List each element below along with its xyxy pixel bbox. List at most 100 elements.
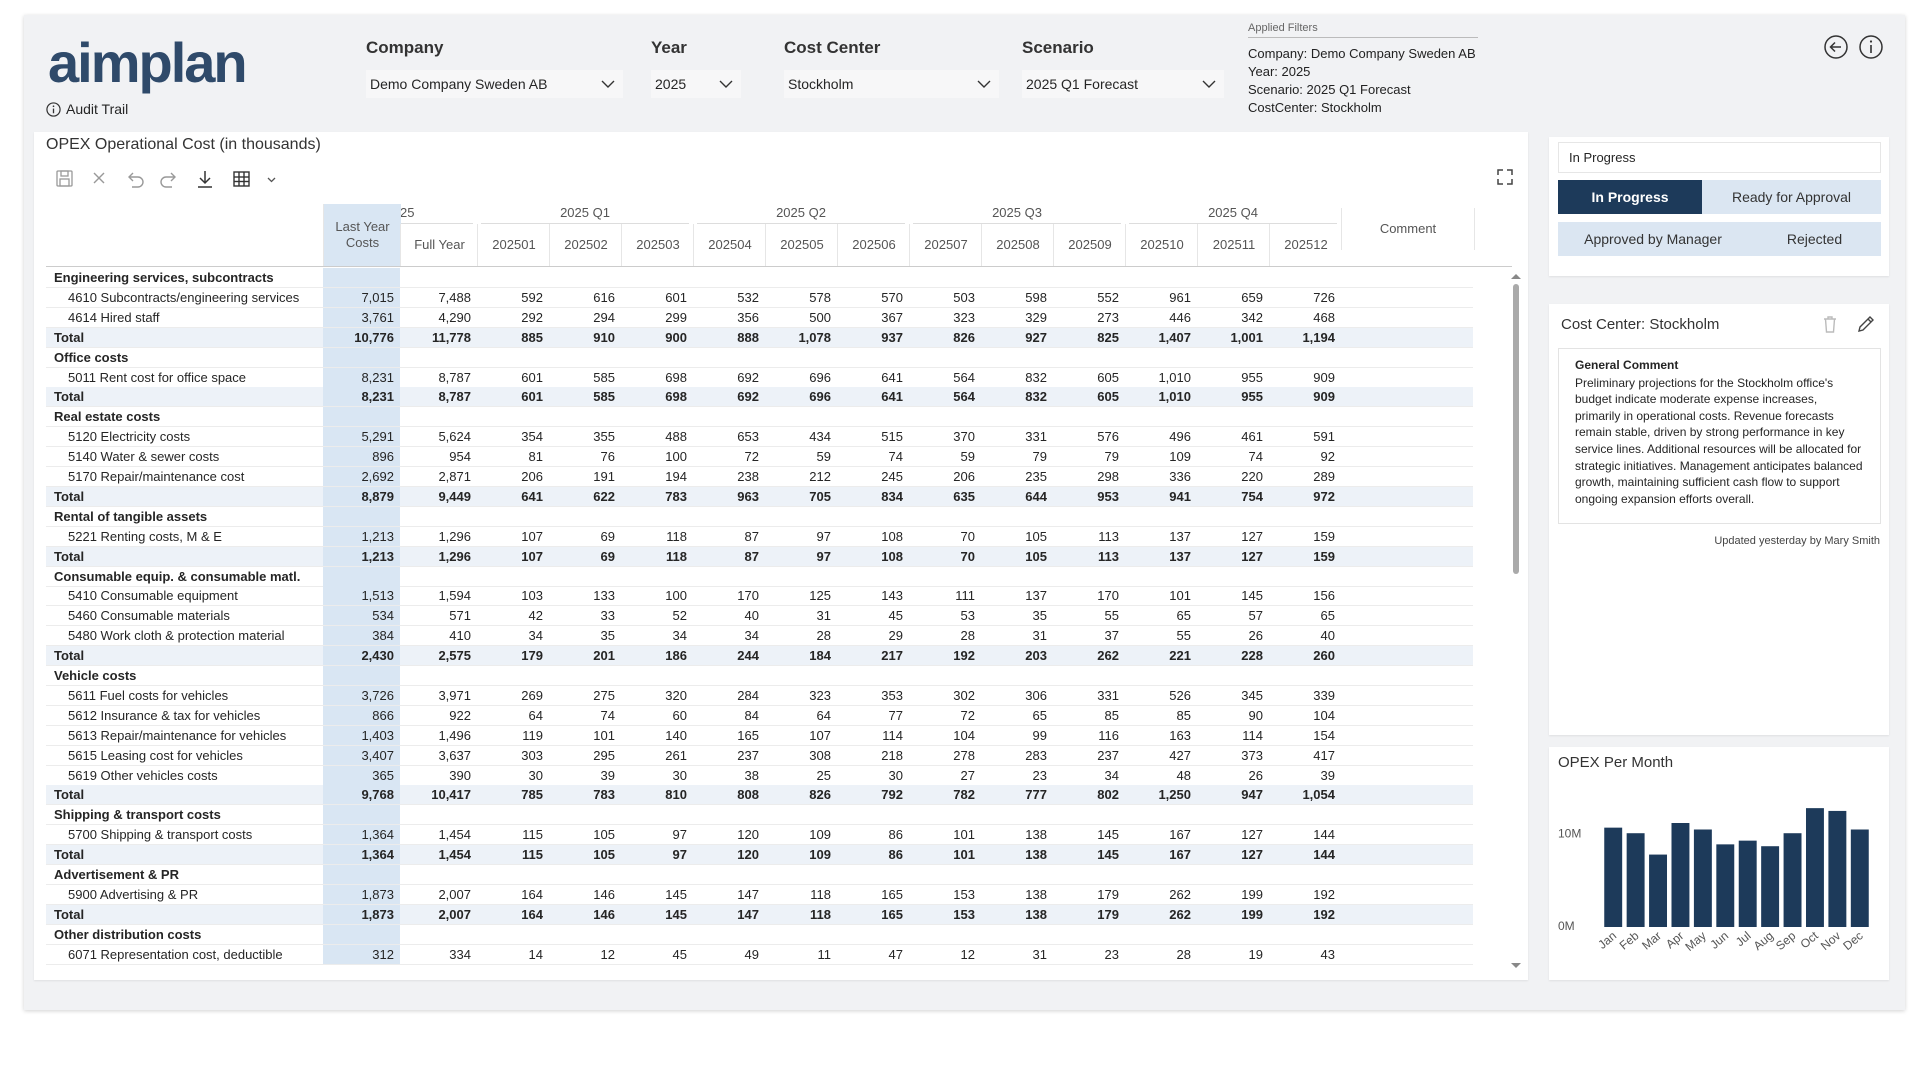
scroll-down[interactable] (1510, 962, 1522, 970)
empty-cell (909, 805, 981, 824)
value-cell: 127 (1241, 548, 1263, 564)
row-label: 5410 Consumable equipment (68, 588, 238, 604)
download-button[interactable] (198, 171, 212, 188)
empty-cell (909, 407, 981, 426)
value-cell: 7,488 (438, 289, 471, 305)
value-cell: 3,761 (323, 307, 400, 327)
value-cell: 353 (881, 687, 903, 703)
comment-cell (1341, 626, 1473, 645)
value-cell: 70 (960, 548, 975, 564)
value-cell: 910 (593, 329, 615, 345)
value-cell: 34 (672, 628, 687, 644)
value-cell: 653 (737, 429, 759, 445)
status-button[interactable]: Rejected (1748, 222, 1881, 256)
value-cell: 323 (953, 309, 975, 325)
back-button[interactable] (1823, 34, 1849, 60)
value-cell: 237 (737, 747, 759, 763)
empty-cell (1197, 805, 1269, 824)
toolbar (56, 170, 276, 188)
value-cell: 888 (737, 329, 759, 345)
edit-comment-button[interactable] (1856, 314, 1876, 334)
table-options-button[interactable] (233, 171, 250, 187)
bar (1828, 810, 1847, 927)
empty-cell (549, 666, 621, 685)
value-cell: 115 (522, 827, 543, 843)
value-cell: 306 (1025, 687, 1047, 703)
total-row: Total 8,879 9,449 641 622 783 963 705 834 635 644 9… (46, 486, 1473, 507)
empty-cell (323, 666, 400, 685)
value-cell: 52 (672, 608, 687, 624)
value-cell: 133 (593, 588, 615, 604)
toolbar-more[interactable] (267, 177, 276, 183)
value-cell: 146 (593, 906, 615, 922)
x-tick-label: Nov (1818, 929, 1843, 953)
value-cell: 118 (810, 886, 831, 902)
value-cell: 140 (665, 727, 687, 743)
empty-cell (1197, 348, 1269, 367)
value-cell: 115 (522, 847, 543, 863)
save-button[interactable] (56, 170, 73, 187)
value-cell: 331 (1097, 687, 1119, 703)
x-tick-label: May (1682, 929, 1708, 954)
delete-comment-button[interactable] (1821, 314, 1839, 334)
value-cell: 503 (953, 289, 975, 305)
group-row: Real estate costs (46, 407, 1473, 428)
value-cell: 355 (593, 429, 615, 445)
value-cell: 165 (881, 886, 903, 902)
info-button[interactable] (1858, 34, 1884, 60)
filter-dropdown[interactable]: 2025 Q1 Forecast (1022, 70, 1224, 98)
value-cell: 238 (737, 469, 759, 484)
status-button[interactable]: Ready for Approval (1702, 180, 1881, 214)
value-cell: 792 (881, 787, 903, 803)
comment-cell (1341, 805, 1473, 824)
fullscreen-button[interactable] (1496, 168, 1514, 186)
empty-cell (837, 348, 909, 367)
audit-trail-link[interactable]: Audit Trail (46, 101, 128, 117)
value-cell: 33 (600, 608, 615, 624)
filter-dropdown[interactable]: 2025 (651, 70, 741, 98)
empty-cell (693, 507, 765, 526)
redo-button[interactable] (160, 172, 176, 188)
value-cell: 212 (809, 469, 831, 484)
empty-cell (549, 925, 621, 944)
value-cell: 826 (953, 329, 975, 345)
row-label: Real estate costs (54, 409, 161, 425)
value-cell: 356 (737, 309, 759, 325)
empty-cell (1125, 666, 1197, 685)
discard-button[interactable] (93, 172, 105, 184)
comment-cell (1341, 865, 1473, 884)
status-button[interactable]: In Progress (1558, 180, 1702, 214)
status-dropdown[interactable]: In Progress (1558, 142, 1881, 173)
bar (1649, 854, 1668, 927)
row-label: 4614 Hired staff (68, 309, 160, 325)
comment-title: Cost Center: Stockholm (1561, 316, 1720, 333)
undo-button[interactable] (128, 172, 144, 188)
row-label: 5011 Rent cost for office space (68, 369, 247, 385)
value-cell: 298 (1097, 469, 1119, 484)
value-cell: 104 (1313, 707, 1335, 723)
value-cell: 434 (809, 429, 831, 445)
scrollbar-thumb[interactable] (1513, 284, 1519, 574)
empty-cell (323, 924, 400, 944)
row-label: 5140 Water & sewer costs (68, 449, 220, 465)
value-cell: 1,010 (1158, 369, 1191, 385)
status-button[interactable]: Approved by Manager (1558, 222, 1748, 256)
value-cell: 159 (1313, 548, 1335, 564)
group-row: Advertisement & PR (46, 865, 1473, 885)
comment-cell (1341, 487, 1473, 506)
filter-dropdown[interactable]: Stockholm (784, 70, 999, 98)
value-cell: 308 (809, 747, 831, 763)
empty-cell (1269, 268, 1341, 287)
value-cell: 11 (817, 946, 832, 962)
value-cell: 30 (888, 767, 903, 783)
value-cell: 144 (1313, 827, 1335, 843)
value-cell: 826 (809, 787, 831, 803)
empty-cell (477, 567, 549, 586)
value-cell: 118 (666, 548, 687, 564)
value-cell: 170 (737, 588, 759, 604)
filter-dropdown[interactable]: Demo Company Sweden AB (366, 70, 623, 98)
comment-cell (1341, 766, 1473, 785)
value-cell: 137 (1025, 588, 1047, 604)
value-cell: 114 (1242, 727, 1263, 743)
scroll-up[interactable] (1510, 272, 1522, 280)
